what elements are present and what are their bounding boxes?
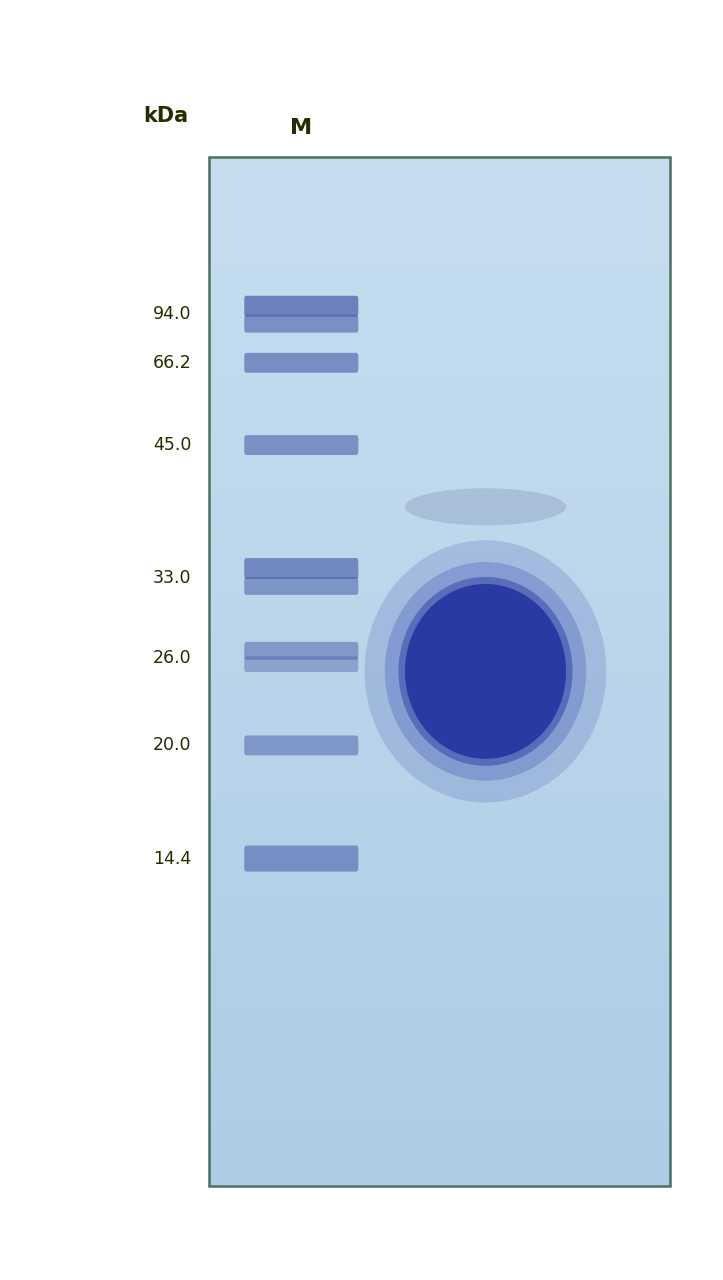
Text: M: M — [290, 118, 312, 138]
Ellipse shape — [364, 540, 607, 803]
FancyBboxPatch shape — [244, 353, 359, 372]
Bar — [209, 157, 669, 1185]
Text: 14.4: 14.4 — [153, 850, 192, 868]
Text: 33.0: 33.0 — [153, 568, 192, 586]
Ellipse shape — [398, 577, 573, 765]
Text: 26.0: 26.0 — [153, 649, 192, 667]
FancyBboxPatch shape — [244, 315, 359, 333]
FancyBboxPatch shape — [244, 657, 359, 672]
Ellipse shape — [405, 488, 566, 525]
Text: 94.0: 94.0 — [153, 306, 192, 324]
FancyBboxPatch shape — [244, 558, 359, 579]
FancyBboxPatch shape — [244, 435, 359, 454]
FancyBboxPatch shape — [244, 736, 359, 755]
FancyBboxPatch shape — [244, 296, 359, 316]
Text: 20.0: 20.0 — [153, 736, 192, 754]
FancyBboxPatch shape — [244, 577, 359, 595]
Text: kDa: kDa — [142, 106, 188, 125]
FancyBboxPatch shape — [244, 846, 359, 872]
Text: 45.0: 45.0 — [153, 436, 192, 454]
FancyBboxPatch shape — [244, 641, 359, 659]
Ellipse shape — [385, 562, 586, 781]
Ellipse shape — [405, 584, 566, 759]
Text: 66.2: 66.2 — [153, 353, 192, 371]
